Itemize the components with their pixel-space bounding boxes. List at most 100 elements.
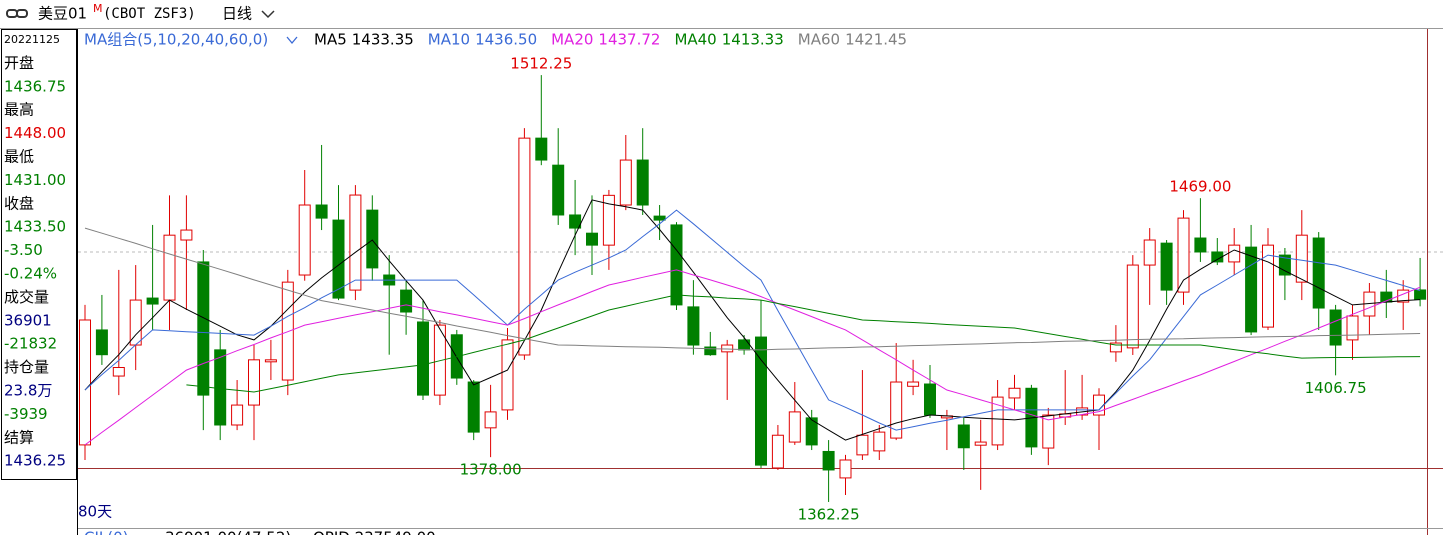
candle-body <box>839 459 852 479</box>
ma-line <box>84 209 1421 431</box>
price-annotation: 1512.25 <box>510 55 572 73</box>
candle-body <box>991 396 1004 446</box>
info-text: 开盘 <box>4 54 34 72</box>
candle-body <box>214 349 227 426</box>
candle-body <box>856 434 869 456</box>
info-text: 结算 <box>4 428 34 446</box>
candle-body <box>788 411 801 443</box>
period-chevron[interactable] <box>261 10 275 19</box>
candle-body <box>501 339 514 411</box>
candle-body <box>349 194 362 291</box>
candle-body <box>1228 244 1241 263</box>
candle-body <box>248 359 260 406</box>
candle-body <box>264 359 277 363</box>
info-text: 1448.00 <box>4 124 66 142</box>
candle-body <box>231 404 244 426</box>
candle-body <box>974 441 987 446</box>
ma-line <box>84 227 1421 351</box>
candle-body <box>484 411 497 429</box>
candle-body <box>552 164 565 216</box>
candle-body <box>957 424 970 449</box>
legend-value: 1413.33 <box>722 31 784 49</box>
candle-body <box>586 232 598 246</box>
info-text: 持仓量 <box>4 358 49 376</box>
legend-name: MA20 <box>551 31 593 49</box>
candle-body <box>1008 387 1021 399</box>
link-icon <box>6 9 28 18</box>
period[interactable]: 日线 <box>222 5 252 23</box>
legend-name: MA10 <box>428 31 470 49</box>
candle-body <box>129 299 142 346</box>
bottom-row-text: CJL(0) <box>84 529 129 535</box>
candle-body <box>1042 414 1055 449</box>
info-text: 23.8万 <box>4 382 52 400</box>
ma-line <box>84 269 1421 446</box>
legend-value: 1437.72 <box>598 31 660 49</box>
candle-body <box>518 137 531 356</box>
candle-body <box>1194 237 1207 253</box>
candle-body <box>569 214 582 229</box>
candle-body <box>822 450 835 471</box>
price-annotation: 1362.25 <box>798 505 860 523</box>
info-text: 1431.00 <box>4 171 66 189</box>
info-text: 1436.75 <box>4 77 66 95</box>
candle-body <box>467 381 480 433</box>
candle-body <box>805 417 818 446</box>
legend-title[interactable]: MA组合(5,10,20,40,60,0) <box>84 31 268 49</box>
candle-body <box>771 434 784 469</box>
candle-body <box>417 321 429 396</box>
candle-body <box>738 339 751 351</box>
info-text: 成交量 <box>4 288 49 306</box>
candle-body <box>890 381 903 439</box>
price-annotation: 1378.00 <box>460 461 522 479</box>
candle-body <box>687 306 700 346</box>
legend-value: 1421.45 <box>845 31 907 49</box>
candle-body <box>315 204 328 219</box>
candle-body <box>1109 342 1122 353</box>
info-text: -21832 <box>4 335 57 353</box>
candle-body <box>79 319 91 446</box>
candle-body <box>197 261 210 396</box>
info-text: 20221125 <box>4 33 60 46</box>
candle-body <box>755 336 767 466</box>
info-text: 36901 <box>4 311 52 329</box>
candle-body <box>873 431 886 452</box>
price-annotation: 1406.75 <box>1305 379 1367 397</box>
legend-chevron[interactable] <box>286 36 298 45</box>
info-text: 最低 <box>4 148 34 166</box>
candle-body <box>670 224 683 306</box>
candle-body <box>332 219 345 299</box>
info-text: -3939 <box>4 405 48 423</box>
candle-body <box>1278 254 1291 276</box>
candle-body <box>1262 244 1274 328</box>
candle-body <box>704 346 717 356</box>
candle-body <box>163 234 176 301</box>
candle-body <box>146 297 159 305</box>
candle-body <box>400 289 413 313</box>
candle-body <box>1329 309 1342 346</box>
info-panel <box>1 29 77 480</box>
candle-body <box>1160 242 1173 291</box>
candle-body <box>1346 315 1359 341</box>
candle-body <box>298 204 311 276</box>
candle-body <box>1245 246 1258 333</box>
legend-name: MA60 <box>798 31 840 49</box>
candle-body <box>112 367 125 377</box>
candle-body <box>1414 289 1427 300</box>
candle-body <box>1211 251 1224 263</box>
candle-body <box>1312 237 1325 309</box>
candle-body <box>1126 264 1139 349</box>
info-text: 1436.25 <box>4 452 66 470</box>
subtitle: (CBOT ZSF3) <box>103 6 196 22</box>
ma-line <box>84 199 1421 441</box>
candle-body <box>366 209 379 269</box>
candle-body <box>1295 234 1308 283</box>
bottom-row-text: 36901.00(47.52) <box>165 529 291 535</box>
candle-body <box>95 329 108 356</box>
footer: 80天 <box>78 503 112 521</box>
price-annotation: 1469.00 <box>1169 178 1231 196</box>
candle-body <box>602 194 615 246</box>
